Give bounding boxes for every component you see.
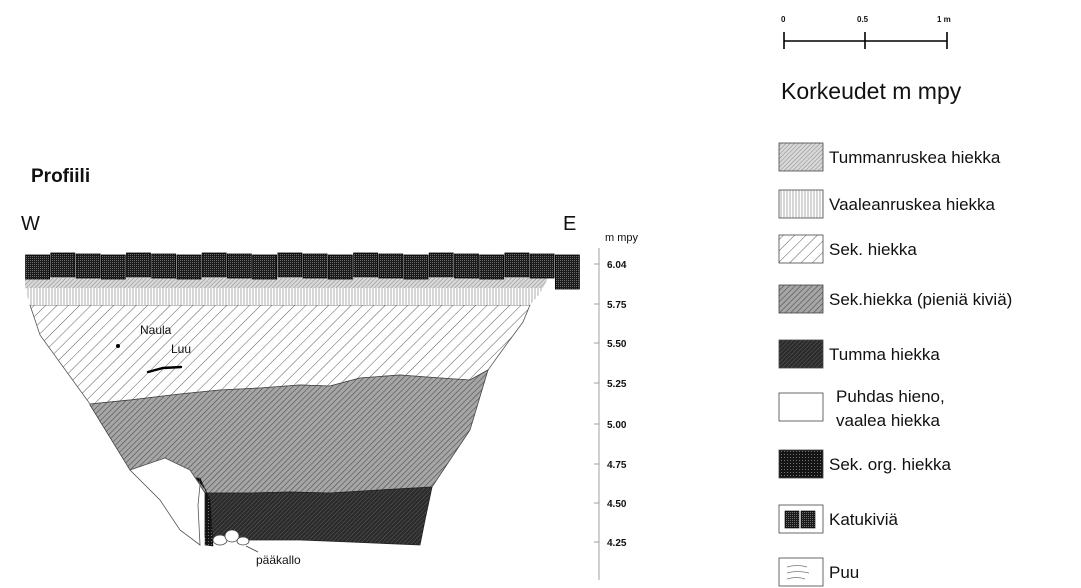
elevation-tick-label: 5.50 [607, 339, 627, 350]
legend-item-mixed-sand-small-stones: Sek.hiekka (pieniä kiviä) [778, 284, 1012, 314]
soil-profile [25, 252, 580, 547]
legend-item-dark-sand: Tumma hiekka [778, 339, 940, 369]
cobblestone [327, 254, 353, 280]
elevation-tick-label: 4.75 [607, 460, 627, 471]
legend-label: Tummanruskea hiekka [829, 148, 1001, 167]
elevation-unit-label: m mpy [605, 232, 639, 244]
legend-label: Tumma hiekka [829, 345, 940, 364]
layer-puhdas-hiekka [129, 457, 201, 546]
cobblestone [555, 254, 580, 290]
skull-label: pääkallo [256, 553, 301, 567]
legend-swatch [778, 142, 824, 172]
legend-item-wood: Puu [778, 557, 859, 587]
legend-item-dark-brown-sand: Tummanruskea hiekka [778, 142, 1001, 172]
cobblestone [226, 253, 252, 279]
elevation-tick-label: 6.04 [607, 260, 627, 271]
legend-label: Vaaleanruskea hiekka [829, 195, 996, 214]
layer-vaaleanruskea-hiekka [25, 288, 543, 305]
legend-label-line2: vaalea hiekka [836, 411, 941, 430]
cobblestone [504, 252, 530, 278]
scale-label-half: 0.5 [857, 15, 869, 24]
elevation-tick-label: 4.50 [607, 499, 627, 510]
legend-swatch [778, 504, 824, 534]
legend-swatch [778, 449, 824, 479]
layer-sek-org-hiekka [195, 477, 214, 547]
nail-marker [116, 344, 120, 348]
cobblestone [50, 252, 76, 278]
legend-swatch [778, 234, 824, 264]
legend-label: Puhdas hieno, [836, 387, 945, 406]
cobblestone [479, 254, 505, 280]
elevation-axis: m mpy 6.04 5.75 5.50 5.25 5.00 4.75 4.50 4.25 [594, 232, 639, 580]
east-label: E [563, 213, 576, 235]
cobblestone [529, 253, 555, 279]
legend-swatch [778, 392, 824, 422]
legend-item-cobblestones: Katukiviä [778, 504, 899, 534]
legend-swatch [778, 189, 824, 219]
bone-marker [146, 365, 183, 374]
cobblestone-row [25, 252, 580, 290]
west-label: W [21, 213, 40, 235]
elevation-tick-label: 5.75 [607, 300, 627, 311]
profile-title: Profiili [31, 166, 90, 187]
cobblestone [252, 254, 278, 280]
legend-swatch [778, 339, 824, 369]
cobblestone [353, 252, 379, 278]
cobblestone [201, 252, 227, 278]
legend-item-mixed-organic-sand: Sek. org. hiekka [778, 449, 951, 479]
skull-leader [245, 545, 259, 553]
cobblestone [100, 254, 126, 280]
legend-label: Sek. hiekka [829, 240, 917, 259]
scale-label-0: 0 [781, 15, 786, 24]
skull-stones [212, 529, 250, 546]
scale-bar: 0 0.5 1 m [781, 15, 951, 49]
legend-label: Sek.hiekka (pieniä kiviä) [829, 290, 1012, 309]
legend-swatch [778, 557, 824, 587]
layer-tummanruskea-hiekka [25, 278, 548, 288]
layer-tumma-hiekka [204, 486, 433, 546]
cobblestone [403, 254, 429, 280]
cobblestone [378, 253, 404, 279]
cobblestone [454, 253, 479, 279]
cobblestone [302, 253, 328, 279]
legend-item-mixed-sand: Sek. hiekka [778, 234, 917, 264]
legend: Tummanruskea hiekka Vaaleanruskea hiekka S… [778, 142, 1012, 587]
scale-label-1m: 1 m [937, 15, 951, 24]
cobblestone [25, 254, 51, 280]
legend-item-clean-fine-sand: Puhdas hieno, vaalea hiekka [778, 387, 945, 430]
cobblestone [277, 252, 303, 278]
nail-label: Naula [140, 323, 172, 337]
cobblestone [151, 253, 177, 279]
cobblestone [75, 253, 101, 279]
bone-label: Luu [171, 342, 191, 356]
legend-label: Sek. org. hiekka [829, 455, 951, 474]
elevation-tick-label: 5.00 [607, 420, 627, 431]
legend-label: Puu [829, 563, 859, 582]
legend-item-light-brown-sand: Vaaleanruskea hiekka [778, 189, 996, 219]
legend-swatch [778, 284, 824, 314]
elevation-tick-label: 4.25 [607, 538, 627, 549]
cobblestone [176, 254, 202, 280]
elevation-tick-label: 5.25 [607, 379, 627, 390]
legend-title: Korkeudet m mpy [781, 78, 962, 104]
cobblestone [126, 252, 151, 278]
legend-label: Katukiviä [829, 510, 899, 529]
cobblestone [428, 252, 454, 278]
